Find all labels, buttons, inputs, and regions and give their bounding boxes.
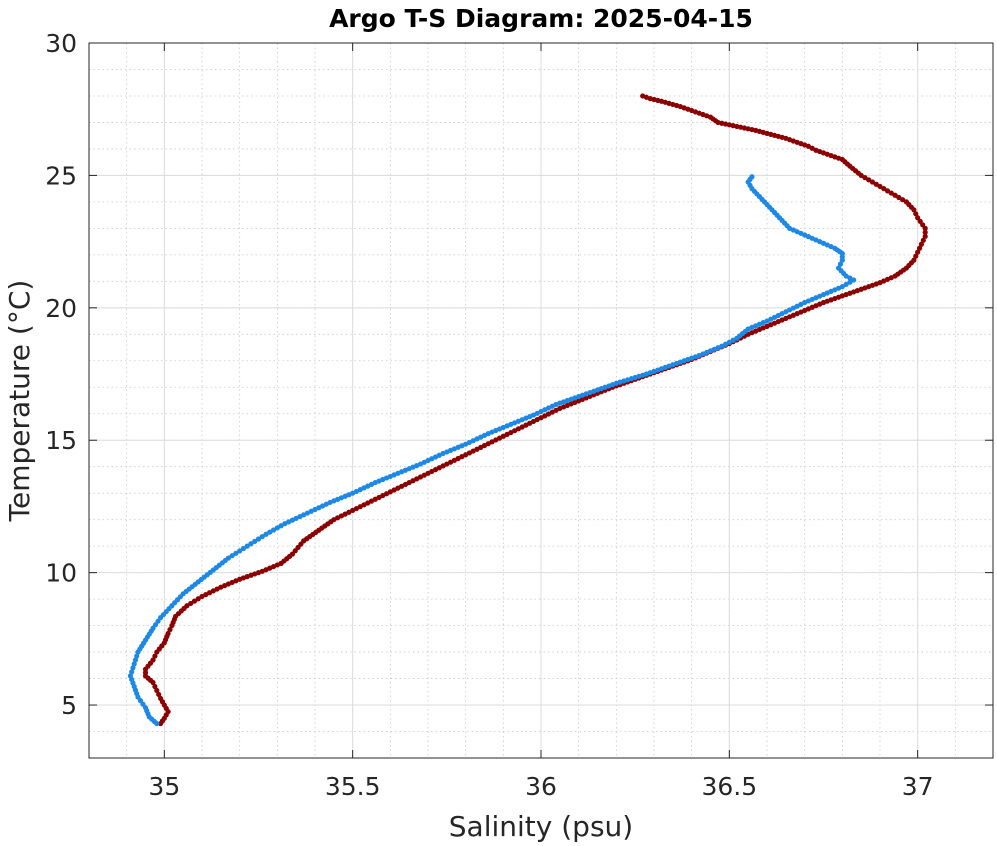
data-point [152, 683, 158, 690]
data-point [229, 553, 235, 559]
data-point [862, 175, 868, 181]
data-point [873, 181, 879, 187]
data-point [130, 665, 136, 671]
data-point [877, 183, 883, 190]
data-point [916, 245, 923, 251]
data-point [843, 281, 849, 288]
data-point [900, 197, 906, 203]
data-point [132, 657, 139, 663]
data-point [154, 649, 160, 655]
data-point [866, 177, 872, 183]
data-point [922, 233, 928, 239]
data-point [888, 190, 894, 196]
data-point [913, 211, 919, 217]
data-point [263, 531, 269, 537]
data-point [915, 249, 921, 255]
x-tick-label: 35.5 [325, 772, 381, 801]
y-tick-label: 30 [45, 29, 77, 58]
series-2 [127, 174, 857, 727]
data-point [167, 626, 173, 633]
data-point [913, 253, 919, 259]
x-tick-label: 37 [902, 772, 934, 801]
tick-marks [89, 42, 993, 758]
data-point [837, 261, 844, 267]
data-point [881, 186, 887, 192]
data-point [199, 593, 205, 600]
x-tick-label: 35 [148, 772, 180, 801]
y-tick-label: 15 [45, 426, 77, 455]
data-point [188, 600, 194, 607]
data-point [858, 172, 864, 179]
data-point [922, 225, 928, 231]
data-point [920, 237, 926, 243]
data-point [922, 229, 928, 235]
data-point [851, 277, 857, 283]
data-point [259, 534, 265, 540]
data-point [237, 548, 243, 554]
data-point [169, 622, 175, 629]
data-point [240, 545, 247, 552]
data-point [233, 550, 239, 556]
data-point [248, 541, 254, 547]
data-point [252, 538, 258, 544]
x-axis-label: Salinity (psu) [449, 810, 633, 843]
x-tick-label: 36.5 [701, 772, 757, 801]
data-point [135, 649, 141, 655]
data-point [152, 653, 158, 659]
data-point [129, 669, 135, 675]
data-point [884, 188, 891, 194]
data-point [839, 257, 845, 263]
data-point [918, 241, 925, 247]
data-point [255, 536, 262, 542]
data-point [896, 194, 902, 201]
y-axis-label: Temperature (°C) [3, 280, 36, 523]
data-point [191, 598, 198, 604]
data-point [869, 179, 876, 185]
data-point [911, 207, 917, 213]
data-point [157, 720, 164, 727]
data-point [195, 596, 201, 602]
y-tick-label: 5 [61, 691, 77, 720]
data-point [131, 661, 137, 667]
data-point [154, 687, 160, 694]
data-point [847, 279, 853, 285]
data-point [154, 720, 160, 727]
x-tick-label: 36 [525, 772, 557, 801]
data-point [150, 679, 156, 686]
data-point [244, 543, 250, 549]
y-tick-label: 10 [45, 559, 77, 588]
chart-title: Argo T-S Diagram: 2025-04-15 [329, 4, 753, 33]
y-tick-label: 25 [45, 161, 77, 190]
data-point [134, 653, 140, 659]
y-tick-label: 20 [45, 294, 77, 323]
data-point [156, 691, 162, 698]
x-tick-labels: 35 35.5 36 36.5 37 [148, 772, 933, 801]
y-tick-labels: 5 10 15 20 25 30 [45, 29, 77, 720]
data-point [892, 192, 898, 198]
data-series [127, 93, 928, 727]
